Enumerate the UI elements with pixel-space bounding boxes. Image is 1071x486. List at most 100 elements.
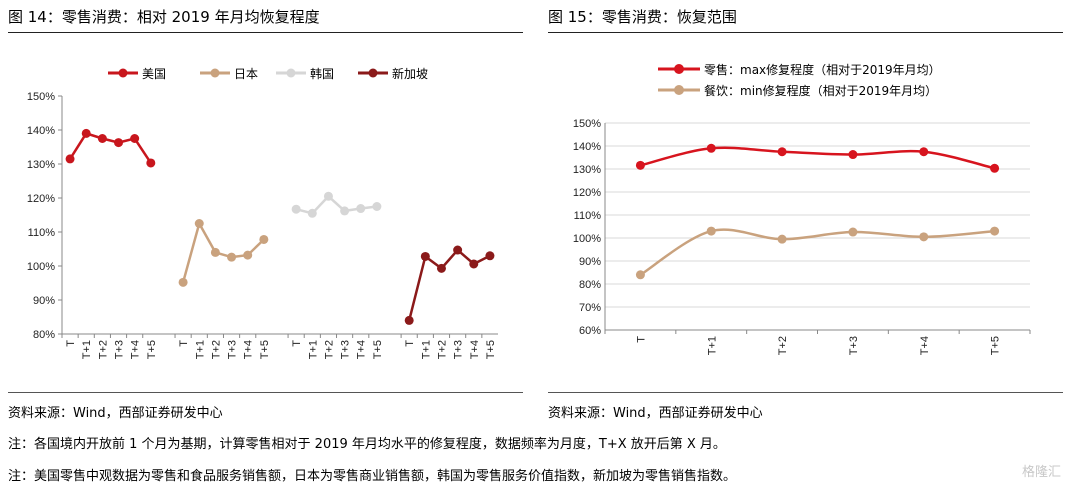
legend-label: 韩国 <box>310 66 334 81</box>
legend-marker <box>674 64 684 74</box>
y-tick-label: 90% <box>579 256 601 268</box>
right-title-rule <box>548 32 1063 33</box>
x-tick-label: T+1 <box>194 340 206 359</box>
data-point <box>919 232 929 242</box>
x-tick-label: T+3 <box>848 336 860 355</box>
data-point <box>469 259 479 269</box>
y-tick-label: 80% <box>579 279 601 291</box>
y-tick-label: 90% <box>33 295 55 307</box>
left-source-text: 资料来源：Wind，西部证券研发中心 <box>8 406 223 421</box>
data-point <box>990 163 1000 173</box>
data-point <box>130 134 140 143</box>
legend-marker <box>210 68 220 78</box>
data-point <box>340 206 350 216</box>
legend-marker <box>368 68 378 78</box>
data-point <box>635 270 645 280</box>
data-point <box>356 204 366 214</box>
legend-marker <box>674 85 684 95</box>
left-source-rule <box>8 392 523 393</box>
data-point <box>990 226 1000 236</box>
data-point <box>65 154 75 164</box>
note-line-1: 注：各国境内开放前 1 个月为基期，计算零售相对于 2019 年月均水平的修复程… <box>8 437 726 452</box>
x-tick-label: T+3 <box>453 340 465 359</box>
x-tick-label: T+4 <box>469 340 481 359</box>
data-point <box>210 247 220 257</box>
x-tick-label: T+1 <box>420 340 432 359</box>
data-point <box>848 150 858 160</box>
x-tick-label: T+4 <box>130 340 142 359</box>
data-point <box>323 191 333 201</box>
series-line <box>640 146 995 170</box>
data-point <box>635 160 645 170</box>
x-tick-label: T+2 <box>436 340 448 359</box>
data-point <box>706 226 716 236</box>
data-point <box>777 147 787 157</box>
legend-label: 零售：max修复程度（相对于2019年月均） <box>704 62 941 77</box>
y-tick-label: 60% <box>579 325 601 337</box>
x-tick-label: T+5 <box>372 340 384 359</box>
x-tick-label: T+5 <box>990 336 1002 355</box>
x-tick-label: T+4 <box>356 340 368 359</box>
data-point <box>919 147 929 157</box>
x-tick-label: T+1 <box>706 336 718 355</box>
x-tick-label: T <box>635 336 647 343</box>
left-figure-title: 图 14：零售消费：相对 2019 年月均恢复程度 <box>8 8 320 26</box>
x-tick-label: T+5 <box>259 340 271 359</box>
y-tick-label: 110% <box>574 210 602 222</box>
x-tick-label: T+5 <box>485 340 497 359</box>
y-tick-label: 110% <box>28 227 56 239</box>
data-point <box>404 315 414 325</box>
legend-label: 日本 <box>234 67 258 81</box>
legend-marker <box>118 68 128 78</box>
data-point <box>146 158 156 168</box>
data-point <box>436 263 446 273</box>
x-tick-label: T <box>65 340 77 347</box>
x-tick-label: T+3 <box>340 340 352 359</box>
x-tick-label: T+4 <box>243 340 255 359</box>
series-line <box>639 228 995 276</box>
data-point <box>291 204 301 214</box>
x-tick-label: T+5 <box>146 340 158 359</box>
x-tick-label: T+1 <box>307 340 319 359</box>
x-tick-label: T+2 <box>777 336 789 355</box>
y-tick-label: 130% <box>27 159 55 171</box>
data-point <box>453 245 463 255</box>
data-point <box>848 227 858 237</box>
y-tick-label: 150% <box>27 91 55 103</box>
note-line-2: 注：美国零售中观数据为零售和食品服务销售额，日本为零售商业销售额，韩国为零售服务… <box>8 469 737 484</box>
x-tick-label: T+2 <box>323 340 335 359</box>
y-tick-label: 100% <box>573 233 601 245</box>
series-line <box>295 194 378 215</box>
data-point <box>81 128 91 138</box>
right-chart: 零售：max修复程度（相对于2019年月均） 餐饮：min修复程度（相对于2019… <box>573 62 1031 355</box>
x-tick-label: T+4 <box>919 336 931 355</box>
data-point <box>194 219 204 228</box>
series-line <box>69 131 152 164</box>
data-point <box>420 251 430 261</box>
data-point <box>97 134 107 143</box>
y-tick-label: 130% <box>573 164 601 176</box>
y-tick-label: 150% <box>573 118 601 130</box>
data-point <box>777 234 787 244</box>
x-tick-label: T <box>291 340 303 347</box>
right-source-rule <box>548 392 1063 393</box>
watermark-logo: 格隆汇 <box>1021 465 1061 480</box>
y-tick-label: 100% <box>27 261 55 273</box>
left-chart: 美国 日本 韩国 新加坡 80% 90% 100% 110% 120% 130% 140% 150% T… <box>27 66 498 359</box>
data-point <box>227 252 237 262</box>
data-point <box>372 202 382 211</box>
data-point <box>259 234 269 244</box>
x-tick-label: T <box>178 340 190 347</box>
data-point <box>243 250 253 260</box>
right-figure-title: 图 15：零售消费：恢复范围 <box>548 8 737 26</box>
data-point <box>178 277 188 287</box>
left-title-rule <box>8 32 523 33</box>
data-point <box>485 251 495 261</box>
x-tick-label: T+3 <box>227 340 239 359</box>
x-tick-label: T+1 <box>81 340 93 359</box>
y-tick-label: 80% <box>33 329 55 341</box>
legend-label: 新加坡 <box>392 66 428 81</box>
x-tick-label: T+3 <box>114 340 126 359</box>
y-tick-label: 140% <box>573 141 601 153</box>
y-tick-label: 140% <box>27 125 55 137</box>
